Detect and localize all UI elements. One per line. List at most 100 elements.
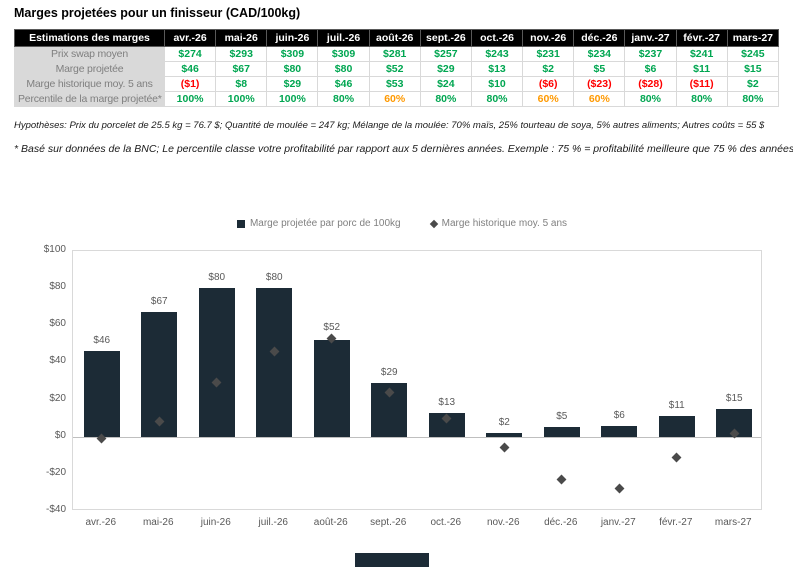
value-cell: $52 [368,61,421,77]
y-axis-tick-label: $80 [49,281,66,293]
value-cell: $67 [215,61,268,77]
bar-value-label: $52 [323,322,341,334]
value-cell: $231 [522,46,575,62]
diamond-marker-nov.-26 [499,442,510,453]
month-header: sept.-26 [419,29,472,47]
legend-item-projected-margin: Marge projetée par porc de 100kg [236,218,401,229]
bar-août-26 [313,340,350,437]
diamond-marker-janv.-27 [614,483,625,494]
month-header: mars-27 [726,29,780,47]
table-row: Marge projetée $46 $67 $80 $80 $52 $29 $13 $2 $5 $… [14,61,780,77]
value-cell: $29 [266,76,319,92]
diamond-marker-déc.-26 [556,474,567,485]
y-axis-tick-label: $40 [49,355,66,367]
bar-value-label: $13 [438,396,456,408]
value-cell: 80% [317,91,370,107]
month-header: déc.-26 [573,29,626,47]
bar-value-label: $6 [613,409,625,421]
table-header-row: Estimations des marges avr.-26 mai-26 juin-… [14,29,780,47]
value-cell: 80% [419,91,472,107]
bar-value-label: $11 [668,400,685,412]
bar-value-label: $80 [265,272,283,284]
value-cell: $8 [215,76,268,92]
value-cell: $245 [726,46,780,62]
x-axis-tick-label: avr.-26 [85,517,117,528]
month-header: juin-26 [266,29,319,47]
value-cell: $5 [573,61,626,77]
x-axis-tick-label: janv.-27 [600,517,636,528]
table-row: Prix swap moyen $274 $293 $309 $309 $281 $257 $… [14,46,780,62]
table-row: Percentile de la marge projetée* 100% 100%… [14,91,780,107]
bar-value-label: $46 [93,335,111,347]
value-cell: $309 [266,46,319,62]
x-axis-tick-label: nov.-26 [486,517,520,528]
bar-juin-26 [198,288,235,437]
x-axis-tick-label: août-26 [313,517,348,528]
bar-janv.-27 [601,425,638,437]
value-cell: $53 [368,76,421,92]
value-cell: $2 [726,76,780,92]
page-title: Marges projetées pour un finisseur (CAD/… [14,6,301,20]
table-corner-header: Estimations des marges [14,29,165,47]
value-cell: 100% [266,91,319,107]
month-header: oct.-26 [470,29,524,47]
y-axis-tick-label: $0 [54,429,66,441]
value-cell: $281 [368,46,421,62]
month-header: févr.-27 [675,29,728,47]
value-cell: $237 [624,46,677,62]
value-cell: $243 [470,46,524,62]
bar-mai-26 [141,312,178,437]
value-cell: $241 [675,46,728,62]
x-axis-tick-label: juil.-26 [258,517,288,528]
bar-juil.-26 [256,288,293,437]
bottom-logo-partial [355,553,429,567]
x-axis-tick-label: févr.-27 [659,517,693,528]
bar-value-label: $29 [380,366,398,378]
x-axis-tick-label: sept.-26 [370,517,407,528]
value-cell: $80 [266,61,319,77]
hypotheses-text: Hypothèses: Prix du porcelet de 25.5 kg … [14,120,765,131]
row-label: Prix swap moyen [14,46,165,62]
value-cell: $29 [419,61,472,77]
chart-plot-area: $46 $67 $80 $80 $52 $29 $13 $2 $5 $6 $11 $15 [72,250,762,510]
value-cell: 80% [675,91,728,107]
value-cell: ($6) [522,76,575,92]
bar-déc.-26 [543,427,580,437]
value-cell: $234 [573,46,626,62]
chart-legend: Marge projetée par porc de 100kg Marge h… [28,218,776,229]
value-cell: $274 [163,46,217,62]
value-cell: $293 [215,46,268,62]
value-cell: $13 [470,61,524,77]
x-axis-tick-label: déc.-26 [544,517,578,528]
value-cell: $11 [675,61,728,77]
legend-label-projected: Marge projetée par porc de 100kg [249,218,401,229]
value-cell: ($23) [573,76,626,92]
month-header: janv.-27 [624,29,677,47]
diamond-marker-févr.-27 [671,452,682,463]
value-cell: $46 [317,76,370,92]
row-label: Marge historique moy. 5 ans [14,76,165,92]
value-cell: 80% [624,91,677,107]
value-cell: $46 [163,61,217,77]
value-cell: $6 [624,61,677,77]
value-cell: 100% [163,91,217,107]
x-axis-tick-label: juin-26 [200,517,231,528]
y-axis-tick-label: $20 [49,392,66,404]
table-row: Marge historique moy. 5 ans ($1) $8 $29 $46 $… [14,76,780,92]
x-axis-tick-label: oct.-26 [430,517,462,528]
y-axis-tick-label: $100 [43,244,66,255]
diamond-swatch-icon [429,219,438,228]
value-cell: 80% [726,91,780,107]
margins-table-body: Prix swap moyen $274 $293 $309 $309 $281 $257 $… [14,46,780,107]
month-header: mai-26 [215,29,268,47]
bar-value-label: $5 [556,411,568,423]
bar-value-label: $67 [150,296,168,308]
margins-table: Estimations des marges avr.-26 mai-26 juin-… [14,29,780,107]
value-cell: $15 [726,61,780,77]
bar-nov.-26 [486,433,523,437]
x-axis-tick-label: mars-27 [714,517,752,528]
bar-févr.-27 [658,416,695,437]
x-axis-tick-label: mai-26 [142,517,174,528]
value-cell: $10 [470,76,524,92]
